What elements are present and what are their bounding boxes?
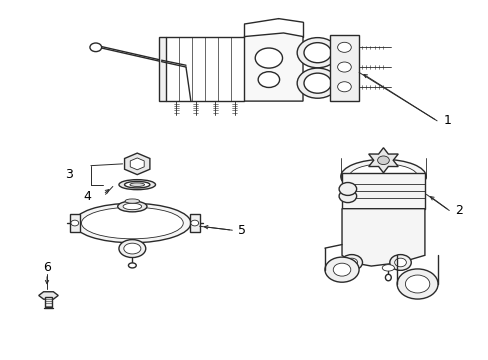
Ellipse shape (118, 201, 147, 212)
Circle shape (389, 255, 410, 270)
Circle shape (325, 257, 358, 282)
Circle shape (337, 42, 350, 52)
Circle shape (297, 38, 337, 68)
Circle shape (337, 82, 350, 92)
Text: 2: 2 (454, 204, 462, 217)
Circle shape (340, 255, 362, 270)
Circle shape (297, 68, 337, 98)
Circle shape (337, 62, 350, 72)
Ellipse shape (123, 203, 142, 210)
Ellipse shape (340, 159, 425, 193)
Circle shape (394, 258, 406, 267)
Polygon shape (124, 153, 150, 175)
Circle shape (405, 275, 429, 293)
Text: 3: 3 (65, 168, 73, 181)
Bar (341, 173, 424, 209)
Text: 1: 1 (443, 114, 450, 127)
Polygon shape (244, 33, 303, 101)
Ellipse shape (123, 243, 141, 254)
Ellipse shape (124, 181, 150, 188)
Ellipse shape (74, 203, 190, 243)
Text: 6: 6 (43, 261, 51, 274)
Bar (329, 35, 358, 101)
Polygon shape (130, 158, 144, 170)
Bar (70, 214, 80, 232)
Circle shape (304, 42, 330, 63)
Circle shape (332, 263, 350, 276)
Circle shape (377, 156, 388, 165)
Circle shape (190, 220, 198, 226)
Circle shape (258, 72, 279, 87)
Bar (44, 297, 52, 307)
Ellipse shape (382, 265, 394, 271)
Circle shape (345, 258, 357, 267)
Ellipse shape (130, 183, 144, 186)
Circle shape (255, 48, 282, 68)
Circle shape (71, 220, 79, 226)
Circle shape (90, 43, 102, 51)
Circle shape (338, 190, 356, 203)
Ellipse shape (119, 240, 145, 257)
Ellipse shape (128, 263, 136, 268)
Bar (159, 37, 166, 101)
Ellipse shape (348, 164, 417, 189)
Polygon shape (39, 292, 58, 299)
Text: 4: 4 (83, 190, 91, 203)
Ellipse shape (81, 207, 183, 239)
Ellipse shape (125, 199, 140, 203)
Ellipse shape (385, 274, 390, 281)
Polygon shape (341, 209, 424, 266)
Polygon shape (368, 148, 397, 173)
Circle shape (304, 73, 330, 93)
Text: 5: 5 (237, 224, 245, 238)
Circle shape (338, 183, 356, 195)
Bar (189, 214, 199, 232)
Circle shape (396, 269, 437, 299)
Ellipse shape (119, 180, 155, 190)
